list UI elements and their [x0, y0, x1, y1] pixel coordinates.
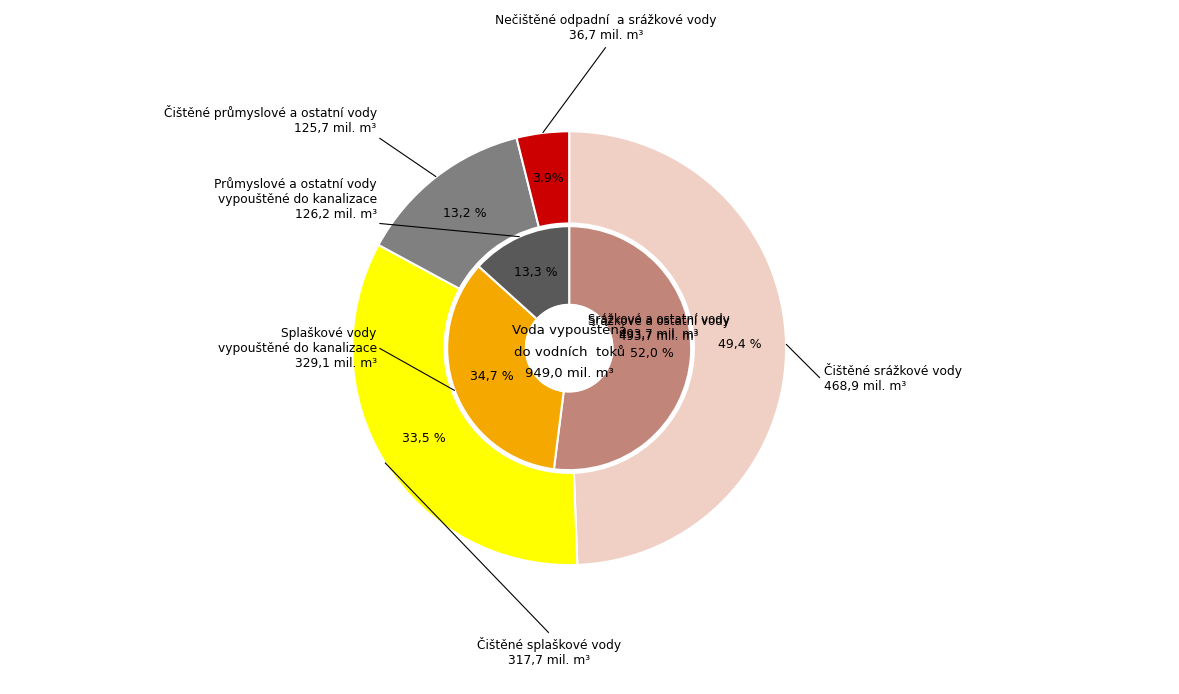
- Text: Nečištěné odpadní  a srážkové vody
36,7 mil. m³: Nečištěné odpadní a srážkové vody 36,7 m…: [495, 14, 717, 42]
- Text: Splaškové vody
vypouštěné do kanalizace
329,1 mil. m³: Splaškové vody vypouštěné do kanalizace …: [218, 327, 376, 370]
- Wedge shape: [378, 138, 539, 289]
- Text: Průmyslové a ostatní vody
vypouštěné do kanalizace
126,2 mil. m³: Průmyslové a ostatní vody vypouštěné do …: [215, 177, 376, 221]
- Text: 13,2 %: 13,2 %: [442, 207, 486, 220]
- Wedge shape: [554, 226, 691, 470]
- Text: 34,7 %: 34,7 %: [469, 371, 514, 383]
- Wedge shape: [447, 266, 564, 469]
- Text: do vodních  toků: do vodních toků: [514, 346, 625, 359]
- Wedge shape: [569, 131, 786, 565]
- Text: 52,0 %: 52,0 %: [630, 347, 673, 360]
- Text: 33,5 %: 33,5 %: [402, 432, 446, 445]
- Text: 49,4 %: 49,4 %: [718, 339, 762, 351]
- Wedge shape: [479, 226, 569, 319]
- Text: Srážkové a ostatní vody
493,7 mil. m³: Srážkové a ostatní vody 493,7 mil. m³: [587, 315, 730, 344]
- Circle shape: [526, 305, 613, 391]
- Text: 949,0 mil. m³: 949,0 mil. m³: [525, 367, 613, 380]
- Text: Srážkové a ostatní vody
493,7 mil. m³: Srážkové a ostatní vody 493,7 mil. m³: [587, 313, 730, 341]
- Wedge shape: [353, 245, 578, 565]
- Text: Čištěné splaškové vody
317,7 mil. m³: Čištěné splaškové vody 317,7 mil. m³: [476, 637, 621, 667]
- Text: Voda vypouštěná: Voda vypouštěná: [512, 324, 627, 337]
- Wedge shape: [516, 131, 569, 227]
- Text: 13,3 %: 13,3 %: [514, 266, 558, 279]
- Text: Čištěné průmyslové a ostatní vody
125,7 mil. m³: Čištěné průmyslové a ostatní vody 125,7 …: [164, 105, 376, 135]
- Text: Čištěné srážkové vody
468,9 mil. m³: Čištěné srážkové vody 468,9 mil. m³: [824, 363, 962, 393]
- Text: 3,9%: 3,9%: [533, 172, 565, 185]
